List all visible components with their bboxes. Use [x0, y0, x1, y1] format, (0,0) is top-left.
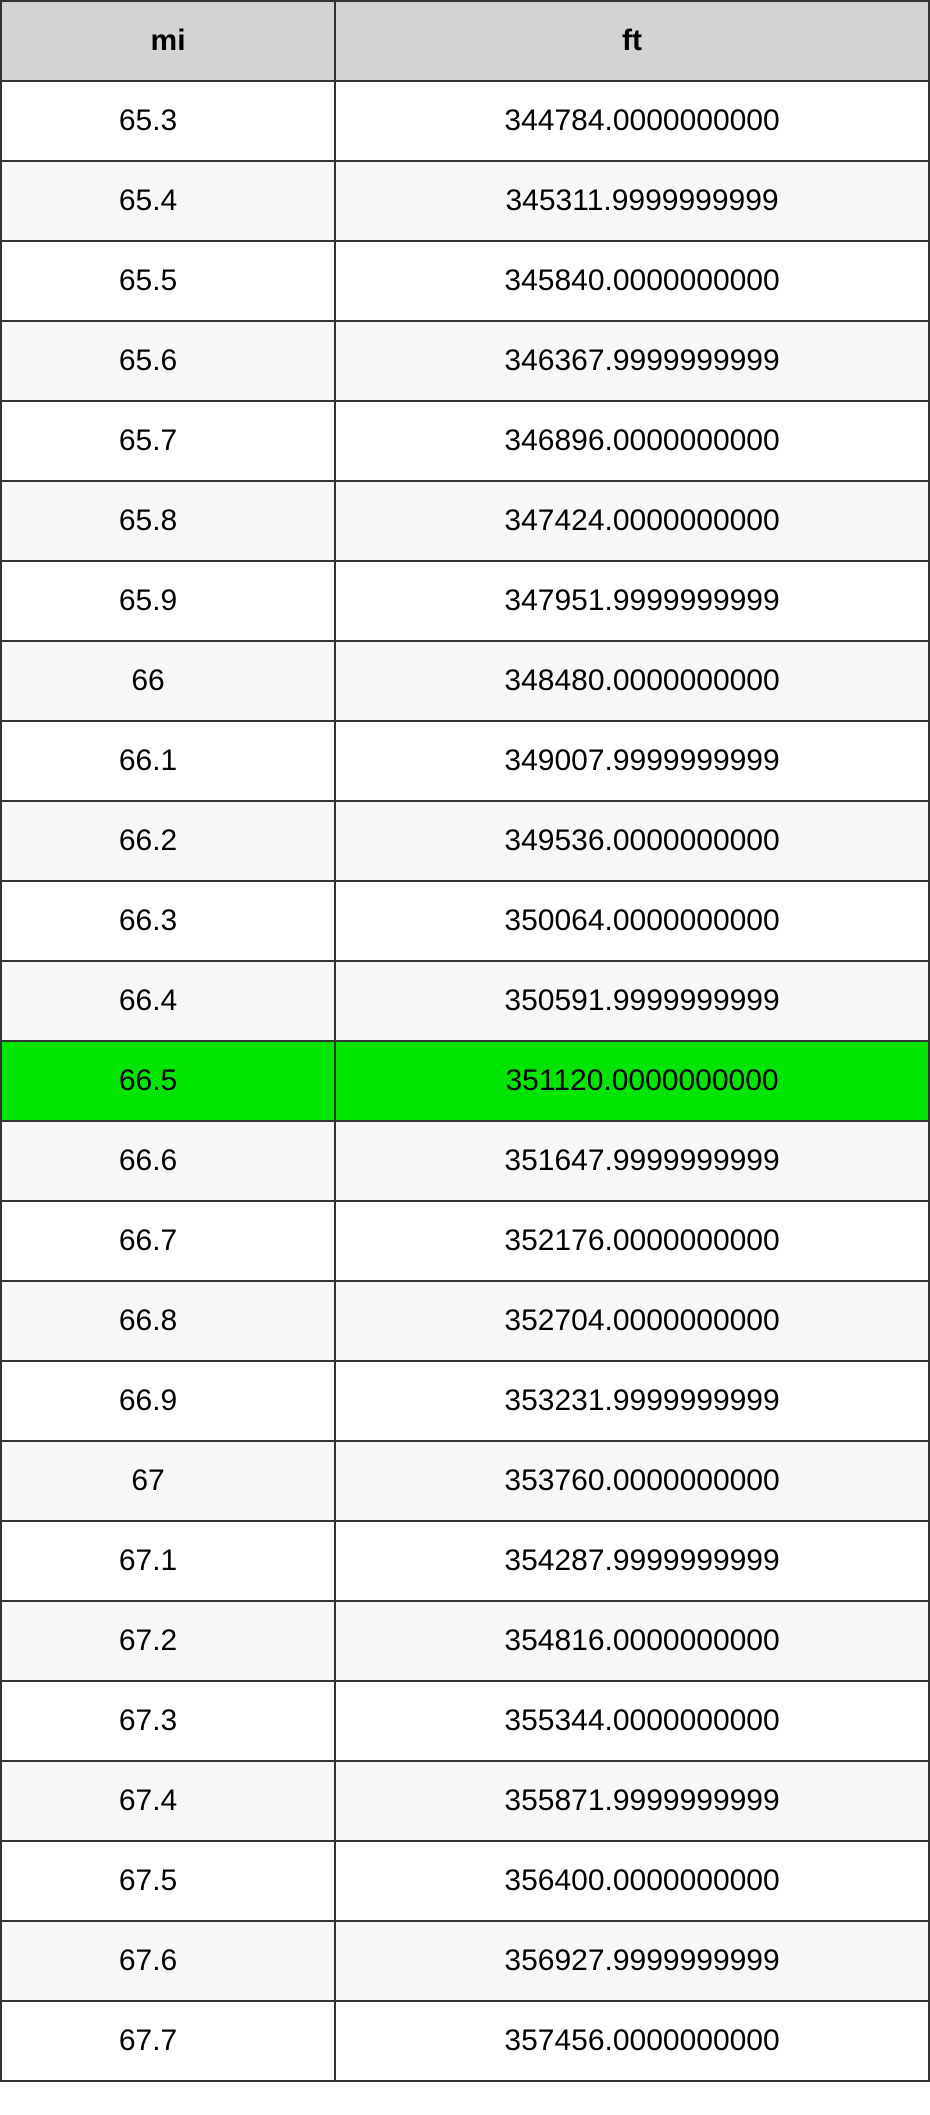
cell-ft: 346896.0000000000	[335, 401, 929, 481]
cell-ft: 355871.9999999999	[335, 1761, 929, 1841]
cell-ft: 346367.9999999999	[335, 321, 929, 401]
cell-ft: 349536.0000000000	[335, 801, 929, 881]
cell-mi: 67.2	[1, 1601, 335, 1681]
cell-mi: 66.8	[1, 1281, 335, 1361]
cell-mi: 67.1	[1, 1521, 335, 1601]
table-row: 66.2349536.0000000000	[1, 801, 929, 881]
table-row: 65.9347951.9999999999	[1, 561, 929, 641]
table-row: 66.6351647.9999999999	[1, 1121, 929, 1201]
cell-mi: 67	[1, 1441, 335, 1521]
column-header-ft: ft	[335, 1, 929, 81]
cell-ft: 344784.0000000000	[335, 81, 929, 161]
table-row: 66.4350591.9999999999	[1, 961, 929, 1041]
cell-mi: 65.7	[1, 401, 335, 481]
cell-mi: 66.9	[1, 1361, 335, 1441]
cell-ft: 349007.9999999999	[335, 721, 929, 801]
cell-ft: 353231.9999999999	[335, 1361, 929, 1441]
cell-ft: 356400.0000000000	[335, 1841, 929, 1921]
cell-mi: 66.1	[1, 721, 335, 801]
cell-ft: 354816.0000000000	[335, 1601, 929, 1681]
cell-mi: 65.5	[1, 241, 335, 321]
conversion-table: mi ft 65.3344784.000000000065.4345311.99…	[0, 0, 930, 2082]
table-row: 66.1349007.9999999999	[1, 721, 929, 801]
cell-mi: 66.7	[1, 1201, 335, 1281]
cell-mi: 65.6	[1, 321, 335, 401]
table-header-row: mi ft	[1, 1, 929, 81]
table-row: 67.1354287.9999999999	[1, 1521, 929, 1601]
cell-ft: 345311.9999999999	[335, 161, 929, 241]
cell-mi: 67.6	[1, 1921, 335, 2001]
table-row: 66.5351120.0000000000	[1, 1041, 929, 1121]
table-row: 65.6346367.9999999999	[1, 321, 929, 401]
table-row: 66.8352704.0000000000	[1, 1281, 929, 1361]
table-body: 65.3344784.000000000065.4345311.99999999…	[1, 81, 929, 2081]
column-header-mi: mi	[1, 1, 335, 81]
cell-mi: 65.4	[1, 161, 335, 241]
cell-mi: 66	[1, 641, 335, 721]
cell-ft: 355344.0000000000	[335, 1681, 929, 1761]
cell-mi: 65.3	[1, 81, 335, 161]
cell-ft: 347424.0000000000	[335, 481, 929, 561]
cell-mi: 67.5	[1, 1841, 335, 1921]
table-row: 67.6356927.9999999999	[1, 1921, 929, 2001]
cell-ft: 354287.9999999999	[335, 1521, 929, 1601]
table-row: 67.4355871.9999999999	[1, 1761, 929, 1841]
cell-ft: 345840.0000000000	[335, 241, 929, 321]
cell-ft: 353760.0000000000	[335, 1441, 929, 1521]
cell-ft: 351120.0000000000	[335, 1041, 929, 1121]
cell-mi: 66.2	[1, 801, 335, 881]
cell-ft: 356927.9999999999	[335, 1921, 929, 2001]
cell-ft: 352704.0000000000	[335, 1281, 929, 1361]
conversion-table-container: mi ft 65.3344784.000000000065.4345311.99…	[0, 0, 930, 2082]
table-header: mi ft	[1, 1, 929, 81]
table-row: 65.8347424.0000000000	[1, 481, 929, 561]
table-row: 65.3344784.0000000000	[1, 81, 929, 161]
cell-mi: 66.6	[1, 1121, 335, 1201]
table-row: 66.7352176.0000000000	[1, 1201, 929, 1281]
cell-mi: 66.4	[1, 961, 335, 1041]
table-row: 67.5356400.0000000000	[1, 1841, 929, 1921]
table-row: 67.2354816.0000000000	[1, 1601, 929, 1681]
cell-mi: 67.4	[1, 1761, 335, 1841]
table-row: 65.5345840.0000000000	[1, 241, 929, 321]
cell-mi: 67.3	[1, 1681, 335, 1761]
cell-ft: 357456.0000000000	[335, 2001, 929, 2081]
table-row: 67.7357456.0000000000	[1, 2001, 929, 2081]
table-row: 65.7346896.0000000000	[1, 401, 929, 481]
table-row: 66348480.0000000000	[1, 641, 929, 721]
table-row: 66.3350064.0000000000	[1, 881, 929, 961]
cell-ft: 350591.9999999999	[335, 961, 929, 1041]
cell-mi: 67.7	[1, 2001, 335, 2081]
cell-mi: 66.3	[1, 881, 335, 961]
cell-ft: 352176.0000000000	[335, 1201, 929, 1281]
table-row: 67353760.0000000000	[1, 1441, 929, 1521]
table-row: 65.4345311.9999999999	[1, 161, 929, 241]
cell-ft: 351647.9999999999	[335, 1121, 929, 1201]
cell-mi: 66.5	[1, 1041, 335, 1121]
table-row: 67.3355344.0000000000	[1, 1681, 929, 1761]
table-row: 66.9353231.9999999999	[1, 1361, 929, 1441]
cell-mi: 65.9	[1, 561, 335, 641]
cell-ft: 347951.9999999999	[335, 561, 929, 641]
cell-ft: 348480.0000000000	[335, 641, 929, 721]
cell-mi: 65.8	[1, 481, 335, 561]
cell-ft: 350064.0000000000	[335, 881, 929, 961]
